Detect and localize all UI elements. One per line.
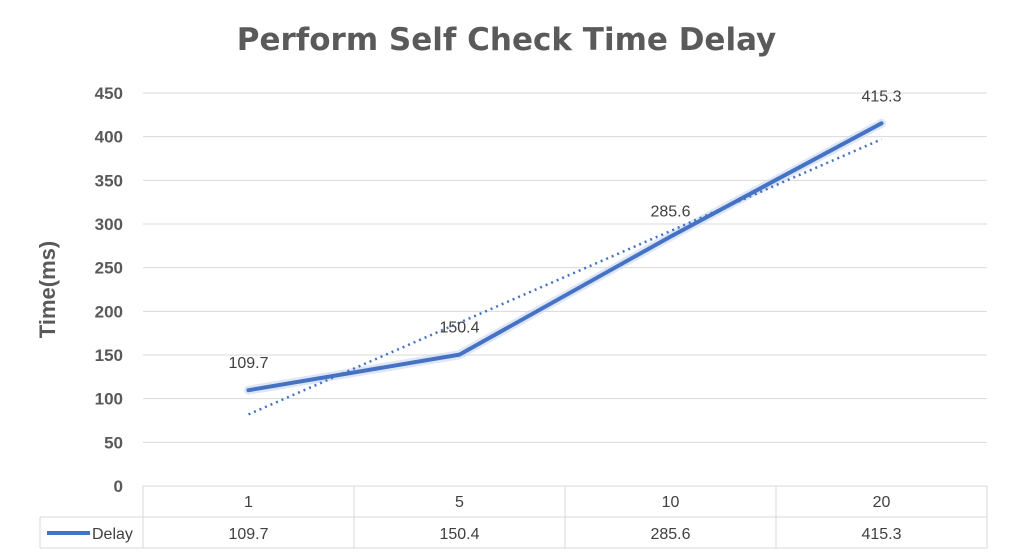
x-category-label: 5 — [455, 494, 464, 511]
data-label: 109.7 — [228, 355, 268, 372]
chart-title: Perform Self Check Time Delay — [236, 22, 777, 58]
series-line-glow — [244, 118, 886, 395]
y-tick-label: 250 — [95, 259, 123, 278]
y-tick-label: 400 — [95, 128, 123, 147]
data-table-cell: 285.6 — [650, 526, 690, 543]
data-table-cell: 109.7 — [228, 526, 268, 543]
y-tick-label: 300 — [95, 215, 123, 234]
data-table-cell: 415.3 — [861, 526, 901, 543]
data-label: 415.3 — [861, 88, 901, 105]
x-category-label: 10 — [662, 494, 680, 511]
legend-label: Delay — [92, 526, 133, 543]
trendline — [248, 138, 882, 416]
x-category-label: 1 — [244, 494, 253, 511]
y-tick-label: 50 — [104, 433, 123, 452]
y-tick-label: 350 — [95, 171, 123, 190]
data-label: 285.6 — [650, 204, 690, 221]
y-tick-label: 150 — [95, 346, 123, 365]
y-tick-label: 0 — [114, 477, 123, 496]
data-label: 150.4 — [439, 320, 479, 337]
y-tick-label: 100 — [95, 390, 123, 409]
y-tick-label: 450 — [95, 84, 123, 103]
series-line — [246, 121, 884, 393]
x-category-label: 20 — [873, 494, 891, 511]
data-table-cell: 150.4 — [439, 526, 479, 543]
y-axis-title: Time(ms) — [35, 241, 60, 338]
y-tick-label: 200 — [95, 302, 123, 321]
